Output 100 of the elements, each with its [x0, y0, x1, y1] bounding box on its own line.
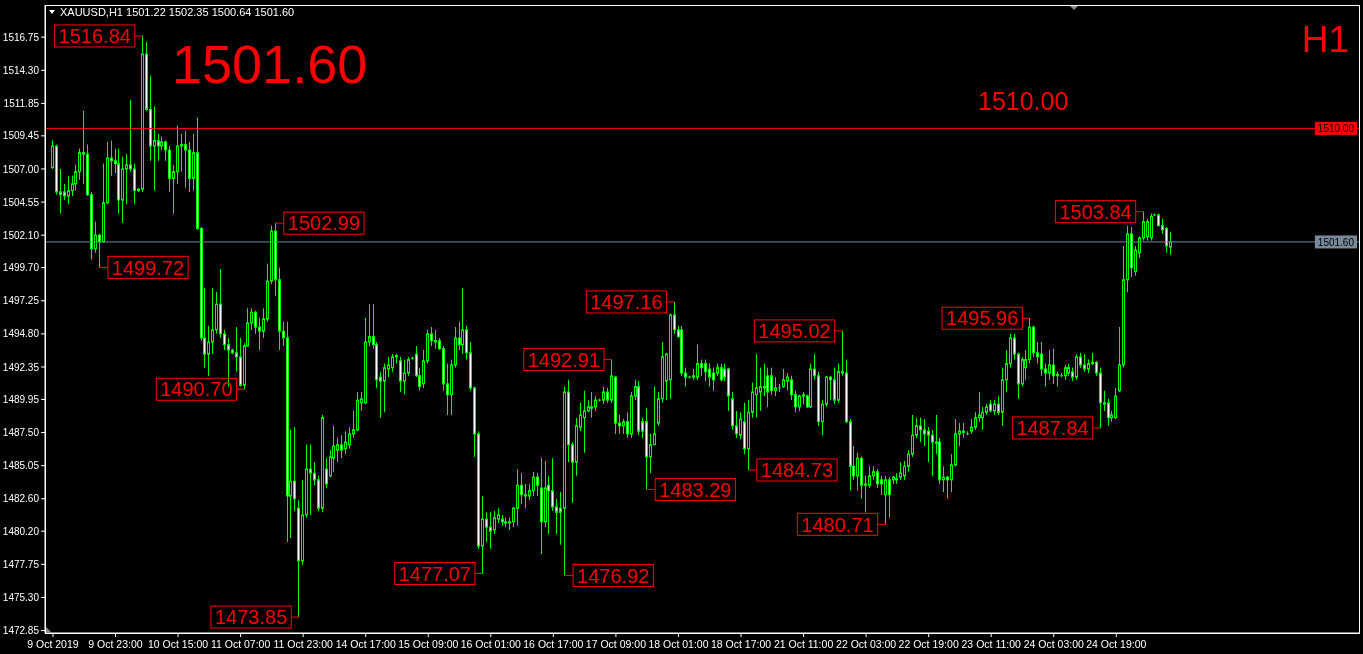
- y-tick-label: 1514.30: [2, 64, 40, 76]
- x-tick-label: 16 Oct 17:00: [523, 638, 584, 650]
- annotation: 1487.84: [1016, 417, 1089, 440]
- candlestick: [696, 344, 699, 381]
- annotation: 1497.16: [590, 291, 663, 314]
- candlestick: [931, 429, 934, 477]
- candlestick: [583, 390, 586, 454]
- candlestick: [78, 148, 81, 181]
- x-tick-label: 18 Oct 01:00: [648, 638, 709, 650]
- x-tick-label: 11 Oct 23:00: [273, 638, 333, 650]
- candlestick: [884, 475, 887, 525]
- annotation: 1502.99: [287, 212, 361, 235]
- x-tick-label: 11 Oct 07:00: [210, 638, 271, 650]
- x-tick-label: 9 Oct 23:00: [88, 638, 143, 650]
- y-tick-label: 1516.75: [2, 31, 40, 43]
- y-tick-label: 1475.30: [2, 592, 40, 603]
- x-tick-label: 15 Oct 09:00: [398, 638, 459, 650]
- candlestick: [919, 417, 922, 443]
- candlestick: [403, 359, 406, 396]
- y-tick-label: 1502.10: [2, 229, 40, 241]
- candlestick: [461, 287, 464, 355]
- candlestick: [888, 476, 891, 519]
- x-tick-label: 23 Oct 11:00: [961, 638, 1022, 650]
- annotation: 1501.60: [172, 34, 368, 94]
- y-tick-label: 1492.35: [2, 361, 40, 373]
- candlestick: [759, 367, 762, 412]
- x-tick-label: 24 Oct 19:00: [1086, 638, 1147, 650]
- text: H1: [1301, 19, 1349, 60]
- candlestick: [1146, 218, 1149, 242]
- candlestick: [1114, 387, 1117, 420]
- candlestick: [133, 163, 136, 205]
- candlestick: [833, 367, 836, 405]
- candlestick: [704, 359, 707, 382]
- x-tick-label: 18 Oct 17:00: [710, 638, 772, 650]
- x-tick-label: 22 Oct 03:00: [836, 638, 897, 650]
- candlestick: [180, 133, 183, 173]
- candlestick: [536, 472, 539, 497]
- candlestick: [774, 376, 777, 397]
- candlestick: [67, 175, 70, 205]
- candlestick: [399, 356, 402, 393]
- candlestick: [348, 426, 351, 450]
- candlestick: [254, 310, 257, 335]
- candlestick: [1165, 226, 1168, 254]
- y-tick-label: 1487.50: [2, 427, 40, 439]
- candlestick: [332, 425, 335, 473]
- y-tick-label: 1489.95: [2, 393, 40, 405]
- annotation: 1510.00: [978, 87, 1069, 115]
- x-tick-label: 10 Oct 15:00: [147, 638, 209, 650]
- candlestick: [1048, 349, 1051, 381]
- y-tick-label: 1482.60: [2, 493, 40, 505]
- candlestick: [309, 444, 312, 516]
- candlestick: [340, 434, 343, 459]
- candlestick: [1040, 341, 1043, 377]
- x-tick-label: 21 Oct 11:00: [773, 638, 834, 650]
- annotation: 1495.02: [758, 320, 831, 343]
- candlestick: [524, 483, 527, 509]
- candlestick: [551, 457, 554, 512]
- candlestick: [829, 375, 832, 401]
- annotation: 1483.29: [659, 478, 732, 501]
- y-tick-label: 1480.20: [2, 525, 40, 537]
- y-tick-label: 1507.00: [2, 163, 40, 175]
- x-tick-label: 16 Oct 01:00: [460, 638, 522, 650]
- candlestick: [770, 367, 773, 396]
- candlestick: [782, 368, 785, 389]
- annotation: 1499.72: [111, 256, 185, 279]
- x-tick-label: 22 Oct 19:00: [898, 638, 959, 650]
- annotation: 1503.84: [1059, 200, 1132, 223]
- annotation: 1484.73: [760, 459, 834, 482]
- candlestick: [516, 468, 519, 527]
- candlestick: [927, 426, 930, 463]
- candlestick: [520, 472, 523, 505]
- chart-title: XAUUSD,H1 1501.22 1502.35 1500.64 1501.60: [60, 6, 295, 18]
- y-tick-label: 1509.45: [2, 130, 40, 142]
- candlestick: [1052, 348, 1055, 385]
- annotation: 1495.96: [946, 307, 1019, 330]
- annotation: 1476.92: [577, 564, 650, 587]
- y-tick-label: 1494.80: [2, 328, 40, 340]
- candlestick: [184, 130, 187, 189]
- candlestick: [880, 475, 883, 496]
- x-tick-label: 24 Oct 03:00: [1023, 638, 1084, 650]
- candlestick: [532, 471, 535, 497]
- y-tick-label: 1499.70: [2, 262, 40, 274]
- y-tick-label: 1511.85: [3, 97, 40, 109]
- candlestick: [876, 468, 879, 489]
- candlestick: [923, 418, 926, 447]
- x-tick-label: 14 Oct 17:00: [335, 638, 396, 650]
- y-tick-label: 1485.05: [2, 460, 40, 472]
- candlestick: [763, 363, 766, 397]
- y-tick-label: 1472.85: [2, 625, 40, 637]
- annotation: 1492.91: [527, 348, 601, 371]
- candlestick: [344, 430, 347, 455]
- candlestick: [712, 367, 715, 392]
- candlestick: [434, 329, 437, 350]
- annotation: 1480.71: [801, 513, 874, 536]
- annotation: 1516.84: [58, 25, 131, 48]
- candlestick: [485, 511, 488, 543]
- y-tick-label: 1497.25: [2, 295, 40, 307]
- annotation: 1477.07: [398, 562, 471, 585]
- x-tick-label: 9 Oct 2019: [27, 638, 79, 650]
- candlestick: [708, 363, 711, 388]
